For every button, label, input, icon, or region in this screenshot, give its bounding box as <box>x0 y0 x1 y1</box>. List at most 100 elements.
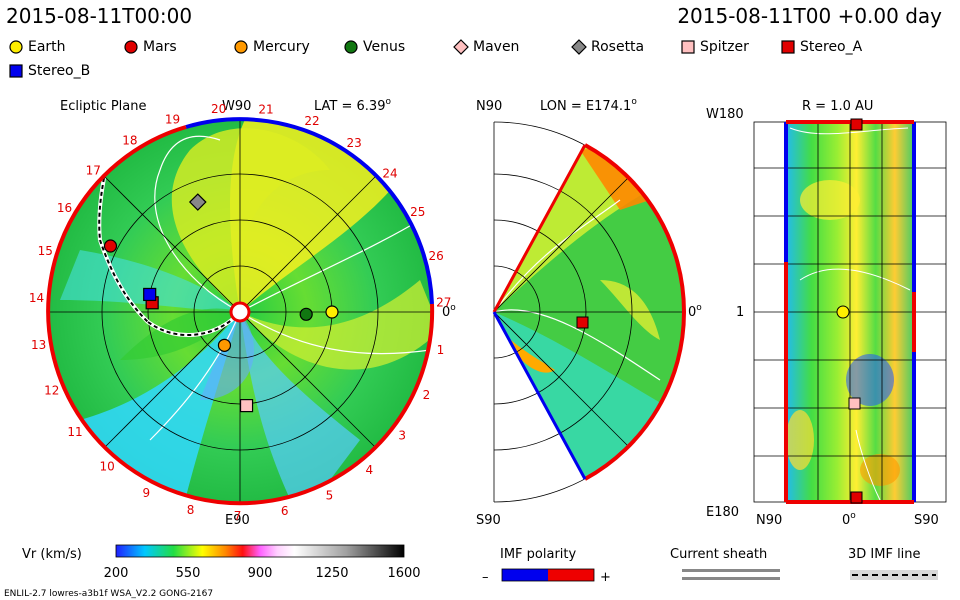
carrington-tick-label: 1 <box>437 343 445 357</box>
colorbar-tick-label: 1250 <box>315 566 348 581</box>
colorbar-tick-label: 550 <box>176 566 201 581</box>
legend-symbol-icon <box>9 64 23 78</box>
carrington-tick-label: 14 <box>29 291 44 305</box>
carrington-tick-label: 11 <box>67 425 82 439</box>
carrington-tick-label: 23 <box>346 136 361 150</box>
meridional-bottom-label: S90 <box>476 513 501 528</box>
legend-item-spitzer: Spitzer <box>680 38 749 56</box>
radial-bottom-label-n90: N90 <box>756 513 782 528</box>
carrington-tick-label: 10 <box>99 460 114 474</box>
imf-polarity-plus: + <box>600 570 611 585</box>
ecliptic-right-label: 0o <box>442 303 456 320</box>
radial-top-left-label: W180 <box>706 107 744 122</box>
radial-title: R = 1.0 AU <box>802 99 873 114</box>
legend-item-stereo-a: Stereo_A <box>780 38 862 56</box>
imf-line-swatch <box>850 570 938 580</box>
legend-item-venus: Venus <box>343 38 405 56</box>
header-datetime: 2015-08-11T00:00 <box>6 4 193 28</box>
carrington-tick-label: 15 <box>38 244 53 258</box>
ecliptic-marker-mars <box>103 239 118 253</box>
radial-spitzer-marker <box>848 397 861 410</box>
legend-symbol-icon <box>681 40 695 54</box>
ecliptic-marker-stereo-b <box>143 287 157 302</box>
carrington-tick-label: 24 <box>382 167 397 181</box>
carrington-tick-label: 9 <box>142 486 150 500</box>
radial-bottom-left-label: E180 <box>706 505 739 520</box>
carrington-tick-label: 6 <box>281 504 289 518</box>
carrington-ticks: 20 21222324252627123456789101112131415161… <box>29 102 452 523</box>
legend-label: Mercury <box>253 39 310 55</box>
colorbar-tick-label: 900 <box>248 566 273 581</box>
carrington-tick-label: 16 <box>57 201 72 215</box>
imf-polarity-minus: – <box>482 570 489 585</box>
imf-polarity-label: IMF polarity <box>500 547 576 562</box>
legend-symbol-icon <box>344 40 358 54</box>
imf-polarity-negative-swatch <box>502 569 548 581</box>
radial-panel <box>753 118 947 504</box>
legend-label: Maven <box>473 39 520 55</box>
carrington-tick-label: 19 <box>165 113 180 127</box>
carrington-tick-label: 2 <box>423 388 431 402</box>
ecliptic-marker-spitzer <box>239 399 254 413</box>
carrington-tick-label: 4 <box>365 463 373 477</box>
ecliptic-lat-label: LAT = 6.39o <box>314 97 391 114</box>
meridional-stereo-a-marker <box>576 316 589 329</box>
ecliptic-objects <box>103 193 339 413</box>
legend-symbol-icon <box>571 39 587 55</box>
legend-item-stereo-b: Stereo_B <box>8 62 90 80</box>
colorbar-tick-label: 1600 <box>387 566 420 581</box>
current-sheath-swatch <box>682 569 780 580</box>
legend-item-maven: Maven <box>453 38 519 56</box>
carrington-tick-label: 8 <box>187 503 195 517</box>
legend-symbol-icon <box>781 40 795 54</box>
carrington-tick-label: 20 <box>211 102 226 116</box>
legend-item-earth: Earth <box>8 38 66 56</box>
legend-item-mars: Mars <box>123 38 177 56</box>
carrington-tick-label: 26 <box>428 249 443 263</box>
ecliptic-marker-earth <box>325 305 339 319</box>
colorbar <box>115 544 405 558</box>
legend-item-mercury: Mercury <box>233 38 310 56</box>
carrington-tick-label: 25 <box>410 205 425 219</box>
carrington-tick-label: 18 <box>122 133 137 147</box>
radial-mid-left-label: 1 <box>736 305 744 320</box>
meridional-top-label: N90 <box>476 99 502 114</box>
legend-symbol-icon <box>234 40 248 54</box>
colorbar-tick-label: 200 <box>104 566 129 581</box>
legend-label: Stereo_A <box>800 39 863 55</box>
carrington-tick-label: 22 <box>304 114 319 128</box>
legend-label: Venus <box>363 39 406 55</box>
carrington-tick-label: 13 <box>31 338 46 352</box>
footer-model-info: ENLIL-2.7 lowres-a3b1f WSA_V2.2 GONG-216… <box>4 589 213 599</box>
radial-bottom-label-0: 0o <box>842 511 856 528</box>
radial-stereo-a-bottom-marker <box>850 491 863 504</box>
current-sheath-label: Current sheath <box>670 547 767 562</box>
ecliptic-bottom-label: E90 <box>225 513 250 528</box>
ecliptic-marker-rosetta <box>188 193 207 211</box>
carrington-tick-label: 7 <box>234 509 242 523</box>
ecliptic-marker-venus <box>299 307 313 321</box>
ecliptic-marker-mercury <box>217 338 232 352</box>
legend-label: Stereo_B <box>28 63 91 79</box>
carrington-tick-label: 3 <box>398 429 406 443</box>
imf-polarity-positive-swatch <box>548 569 594 581</box>
legend-label: Mars <box>143 39 177 55</box>
carrington-tick-label: 17 <box>86 163 101 177</box>
meridional-panel <box>492 121 687 503</box>
radial-earth-marker <box>836 305 850 319</box>
ecliptic-title: Ecliptic Plane <box>60 99 146 114</box>
carrington-tick-label: 5 <box>326 488 334 502</box>
legend-label: Rosetta <box>591 39 645 55</box>
legend-symbol-icon <box>9 40 23 54</box>
carrington-tick-label: 27 <box>436 296 451 310</box>
legend-label: Spitzer <box>700 39 749 55</box>
legend-label: Earth <box>28 39 66 55</box>
legend-symbol-icon <box>124 40 138 54</box>
carrington-tick-label: 12 <box>44 384 59 398</box>
meridional-right-label: 0o <box>688 303 702 320</box>
header-elapsed: 2015-08-11T00 +0.00 day <box>677 4 942 28</box>
imf-line-label: 3D IMF line <box>848 547 921 562</box>
ecliptic-top-label: W90 <box>222 99 251 114</box>
radial-bottom-label-s90: S90 <box>914 513 939 528</box>
